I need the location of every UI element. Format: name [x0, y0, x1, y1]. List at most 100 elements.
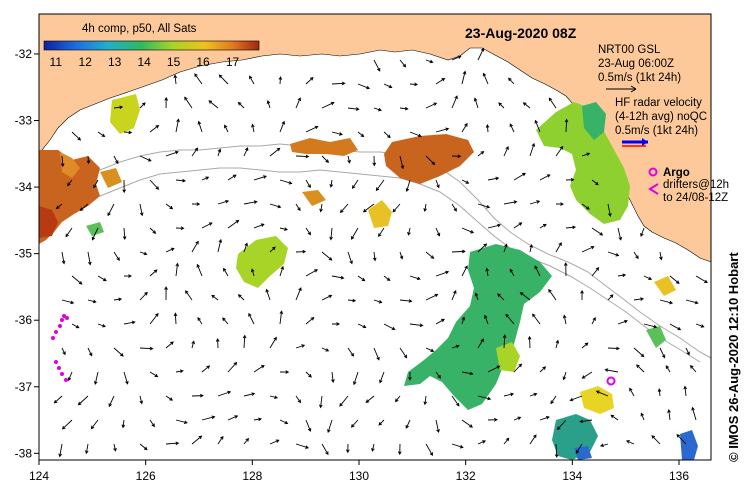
- current-vector: [321, 443, 329, 456]
- current-vector: [217, 199, 230, 205]
- current-vector: [610, 414, 619, 421]
- sst-patch-blue-east: [680, 430, 698, 460]
- current-vector: [305, 371, 312, 378]
- current-vector: [643, 275, 653, 281]
- current-vector: [201, 176, 210, 181]
- current-vector: [321, 251, 333, 261]
- current-vector: [223, 267, 229, 277]
- current-vector: [633, 251, 639, 260]
- current-vector: [253, 223, 265, 229]
- current-vector: [435, 318, 445, 325]
- current-vector: [77, 395, 89, 406]
- current-vector: [685, 347, 690, 356]
- current-vector: [87, 251, 92, 266]
- current-vector: [222, 317, 229, 325]
- current-vector: [685, 299, 699, 305]
- current-vector: [532, 313, 541, 325]
- lat-tick-label: -38: [15, 446, 33, 460]
- colorbar-tick-label: 15: [167, 55, 181, 69]
- colorbar-tick-label: 17: [226, 55, 240, 69]
- current-vector: [505, 313, 515, 325]
- sst-patch-green-east: [646, 326, 666, 348]
- current-vector: [397, 443, 402, 456]
- current-vector: [451, 95, 458, 109]
- current-vector: [87, 299, 97, 304]
- current-vector: [659, 299, 674, 305]
- current-vector: [383, 131, 391, 139]
- current-vector: [327, 419, 333, 434]
- current-vector: [575, 443, 583, 454]
- current-vector: [253, 364, 265, 373]
- current-vector: [60, 155, 65, 168]
- current-vector: [331, 322, 341, 326]
- hf-radar-avg: (4-12h avg) noQC: [615, 111, 707, 123]
- colorbar-gradient: [43, 40, 260, 51]
- current-vector: [691, 406, 697, 421]
- current-vector: [165, 247, 175, 253]
- current-vector: [122, 227, 127, 241]
- current-vector: [243, 392, 256, 397]
- hf-radar-scale: 0.5m/s (1kt 24h): [615, 125, 698, 137]
- model-time: 23-Aug 06:00Z: [598, 58, 674, 70]
- current-vector: [373, 347, 380, 361]
- current-vector: [224, 124, 229, 133]
- current-vector: [659, 347, 666, 359]
- current-vector: [295, 344, 306, 349]
- current-vector: [581, 203, 590, 210]
- current-vector: [425, 443, 433, 457]
- current-vector: [604, 368, 619, 373]
- current-vector: [191, 147, 199, 157]
- current-vector: [321, 347, 330, 352]
- current-vector: [375, 179, 385, 192]
- current-vector: [657, 388, 662, 397]
- current-vector: [139, 102, 146, 109]
- current-vector: [569, 395, 583, 402]
- map-plot-area: [38, 13, 712, 461]
- current-vector: [305, 419, 312, 432]
- current-vector: [211, 294, 219, 301]
- current-vector: [97, 275, 107, 282]
- current-vector: [477, 47, 485, 61]
- current-vector: [329, 179, 334, 188]
- current-vector: [362, 203, 375, 213]
- current-vector: [165, 395, 174, 401]
- current-vector: [378, 419, 385, 426]
- sst-patch-green-small: [86, 222, 104, 236]
- current-vector: [513, 172, 526, 181]
- current-vector: [405, 179, 411, 193]
- current-vector: [347, 107, 360, 111]
- current-vector: [305, 76, 314, 85]
- current-vector: [487, 176, 500, 181]
- longitude-axis: 124 126 128 130 132 134 136: [29, 460, 689, 483]
- current-vector: [373, 299, 383, 304]
- current-vector: [191, 435, 203, 445]
- drifter-label-line1: drifters@12h: [663, 179, 729, 191]
- current-vector: [695, 323, 705, 328]
- sst-patch-lime-mid: [236, 236, 288, 288]
- current-vector: [509, 123, 515, 133]
- current-vector: [539, 415, 550, 421]
- current-vector: [461, 419, 473, 428]
- colorbar-tick-label: 14: [137, 55, 151, 69]
- current-vector: [534, 119, 541, 133]
- current-vector: [175, 419, 188, 425]
- current-vector: [477, 440, 487, 445]
- drifter-marker-icon: [648, 183, 659, 195]
- current-vector: [497, 293, 505, 301]
- current-vector: [484, 314, 489, 325]
- current-vector: [564, 118, 569, 133]
- current-vector: [61, 251, 66, 265]
- sst-patch-orange-west2: [100, 168, 122, 188]
- current-vector: [474, 292, 479, 301]
- current-vector: [451, 443, 464, 449]
- lat-tick-label: -36: [15, 313, 33, 327]
- current-vector: [184, 96, 193, 109]
- current-vector: [295, 443, 310, 449]
- current-vector: [251, 123, 255, 133]
- current-vector: [79, 203, 89, 212]
- sst-patch-orange-small: [302, 190, 326, 206]
- current-vector: [617, 227, 623, 241]
- argo-marker-icon: [648, 167, 658, 177]
- current-vector: [165, 150, 179, 157]
- current-vector: [201, 222, 213, 229]
